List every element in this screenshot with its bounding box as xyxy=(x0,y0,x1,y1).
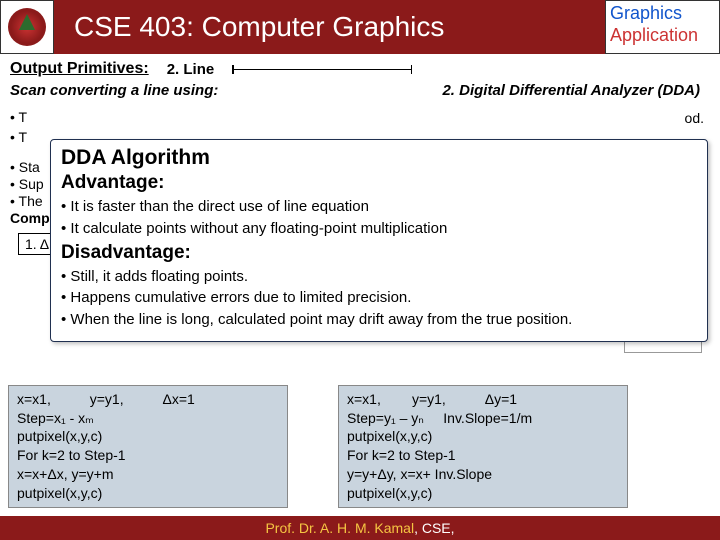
bg-text-the: • The xyxy=(10,193,43,209)
advantage-item-2: It calculate points without any floating… xyxy=(61,218,697,240)
university-logo xyxy=(0,0,54,54)
output-primitives-label: Output Primitives: xyxy=(10,60,149,78)
dda-method-title: 2. Digital Differential Analyzer (DDA) xyxy=(442,82,700,99)
footer-bar: Prof. Dr. A. H. M. Kamal, CSE, xyxy=(0,516,720,540)
bg-text-sup: • Sup xyxy=(10,176,44,192)
algorithm-box-dx: x=x1, y=y1, Δx=1 Step=x₁ - xₘ putpixel(x… xyxy=(8,385,288,508)
corner-topic-box: Graphics Application xyxy=(605,0,720,54)
dda-overlay-card: DDA Algorithm Advantage: It is faster th… xyxy=(50,139,708,342)
disadvantage-list: Still, it adds floating points. Happens … xyxy=(61,266,697,331)
disadvantage-heading: Disadvantage: xyxy=(61,242,697,264)
advantage-item-1: It is faster than the direct use of line… xyxy=(61,196,697,218)
bg-text-comp: Comp xyxy=(10,210,50,226)
overlay-title: DDA Algorithm xyxy=(61,146,697,170)
slide-content: Output Primitives: 2. Line Scan converti… xyxy=(0,54,720,413)
footer-dept: , CSE, xyxy=(414,520,454,536)
line-segment-icon xyxy=(232,62,412,76)
advantage-list: It is faster than the direct use of line… xyxy=(61,196,697,240)
advantage-heading: Advantage: xyxy=(61,172,697,194)
bg-text-sta: • Sta xyxy=(10,159,40,175)
corner-word-2: Application xyxy=(610,25,715,47)
scan-converting-label: Scan converting a line using: xyxy=(10,82,218,99)
algorithm-row: x=x1, y=y1, Δx=1 Step=x₁ - xₘ putpixel(x… xyxy=(8,385,712,508)
line-topic-label: 2. Line xyxy=(167,61,215,78)
footer-author: Prof. Dr. A. H. M. Kamal xyxy=(265,520,414,536)
bg-text-t1: • T xyxy=(10,109,27,125)
disadvantage-item-3: When the line is long, calculated point … xyxy=(61,309,697,331)
corner-word-1: Graphics xyxy=(610,3,715,25)
disadvantage-item-2: Happens cumulative errors due to limited… xyxy=(61,287,697,309)
algorithm-box-dy: x=x1, y=y1, Δy=1 Step=y₁ – yₙ Inv.Slope=… xyxy=(338,385,628,508)
header-bar: CSE 403: Computer Graphics Graphics Appl… xyxy=(0,0,720,54)
bg-text-method-tail: od. xyxy=(685,110,704,126)
disadvantage-item-1: Still, it adds floating points. xyxy=(61,266,697,288)
bg-text-t2: • T xyxy=(10,129,27,145)
